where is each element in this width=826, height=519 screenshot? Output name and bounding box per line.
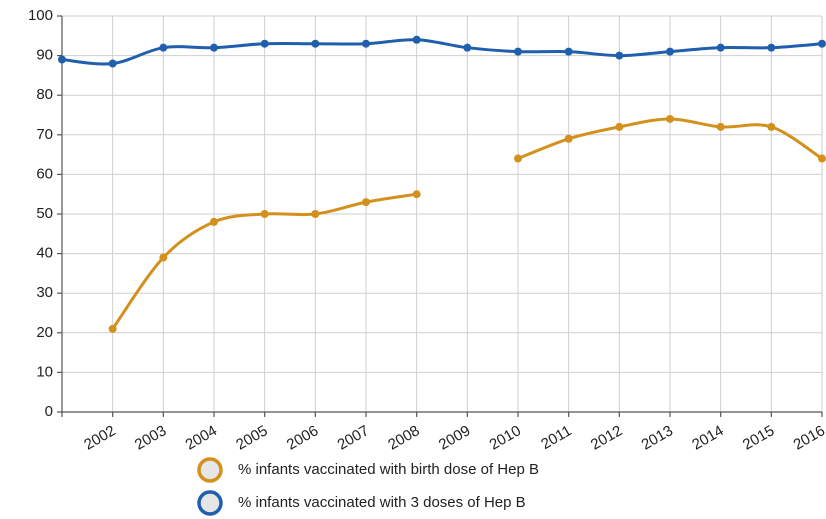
x-tick-label: 2010 <box>487 422 524 453</box>
x-tick-label: 2005 <box>233 422 270 453</box>
data-point <box>311 39 320 48</box>
data-point <box>210 217 218 226</box>
data-point <box>260 39 269 48</box>
data-point <box>108 324 117 333</box>
data-point <box>615 51 624 60</box>
y-tick-label: 90 <box>36 47 53 64</box>
x-tick-label: 2008 <box>385 422 422 453</box>
x-tick-label: 2009 <box>436 422 473 453</box>
data-point <box>412 35 421 44</box>
data-point <box>210 43 218 52</box>
data-point <box>564 47 573 56</box>
data-point <box>159 43 168 52</box>
y-tick-label: 30 <box>36 284 53 301</box>
y-tick-label: 50 <box>36 205 53 222</box>
data-point <box>818 154 826 163</box>
series-line <box>61 38 823 66</box>
data-point <box>514 154 522 163</box>
x-tick-label: 2003 <box>132 422 169 453</box>
x-tick-label: 2002 <box>81 422 118 453</box>
x-tick-label: 2015 <box>740 422 777 453</box>
legend-label: % infants vaccinated with birth dose of … <box>238 461 539 478</box>
legend-marker <box>197 490 223 516</box>
data-point <box>58 55 66 64</box>
y-tick-label: 100 <box>28 7 53 24</box>
data-point <box>666 47 674 56</box>
data-point <box>716 122 725 131</box>
data-point <box>159 253 168 262</box>
data-point <box>514 47 522 56</box>
x-tick-label: 2007 <box>335 422 372 453</box>
data-point <box>818 39 826 48</box>
data-point <box>666 114 674 123</box>
x-tick-label: 2014 <box>689 422 726 453</box>
y-tick-label: 40 <box>36 245 53 262</box>
x-tick-label: 2006 <box>284 422 321 453</box>
data-point <box>615 122 624 131</box>
data-point <box>311 210 320 218</box>
data-point <box>767 43 776 52</box>
legend-marker <box>197 457 223 483</box>
y-tick-label: 80 <box>36 86 53 103</box>
y-tick-label: 10 <box>36 363 53 380</box>
legend-label: % infants vaccinated with 3 doses of Hep… <box>238 494 526 511</box>
data-point <box>767 122 776 131</box>
y-tick-label: 60 <box>36 165 53 182</box>
x-tick-label: 2016 <box>791 422 826 453</box>
data-point <box>362 39 370 48</box>
data-point <box>108 59 117 68</box>
data-point <box>463 43 472 52</box>
x-tick-label: 2012 <box>588 422 625 453</box>
data-point <box>260 210 269 218</box>
y-tick-label: 0 <box>45 403 53 420</box>
data-point <box>412 190 421 199</box>
data-point <box>564 134 573 143</box>
y-tick-label: 20 <box>36 324 53 341</box>
x-tick-label: 2011 <box>538 422 574 453</box>
data-point <box>362 198 370 207</box>
x-tick-label: 2013 <box>639 422 676 453</box>
x-tick-label: 2004 <box>183 422 220 453</box>
data-point <box>716 43 725 52</box>
y-tick-label: 70 <box>36 126 53 143</box>
